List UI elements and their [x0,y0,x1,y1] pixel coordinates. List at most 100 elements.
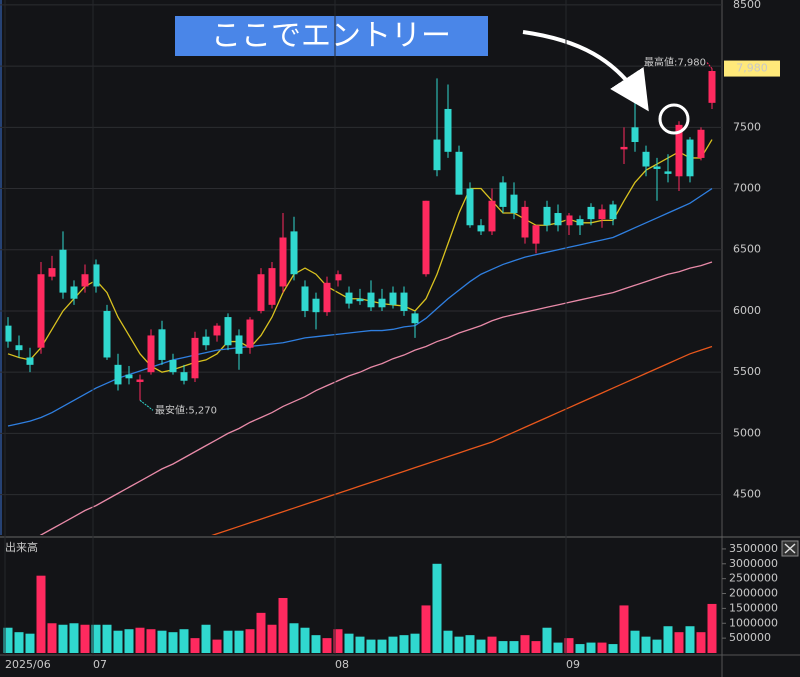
candle-body [488,200,496,232]
callout-box [175,16,488,56]
candle-body [345,292,353,304]
candle-body [378,298,386,308]
close-button[interactable] [781,540,799,557]
candle-body [477,225,485,232]
volume-bar [443,630,453,653]
candle-body [609,204,617,220]
candle-body [290,231,298,275]
volume-bar [311,635,321,653]
volume-bar [69,623,79,653]
volume-bar [454,636,464,653]
volume-bar [652,639,662,653]
candle-body [642,151,650,167]
volume-bar [168,632,178,653]
volume-bar [47,623,57,653]
volume-bar [245,629,255,653]
volume-bar [674,632,684,653]
volume-bar [322,638,332,653]
volume-bar [355,636,365,653]
candle-body [147,335,155,373]
volume-bar [663,626,673,653]
volume-bar [553,642,563,653]
x-tick-label: 07 [93,658,107,671]
volume-bar [597,642,607,653]
candle-body [565,215,573,226]
y-tick-label: 7500 [733,120,761,133]
candle-body [389,292,397,305]
moving-average [7,187,713,427]
volume-bar [498,641,508,653]
volume-bar [124,629,134,653]
volume-bar [685,626,695,653]
candle-body [279,237,287,287]
candle-body [686,139,694,177]
volume-bar [509,641,519,653]
volume-bar [179,629,189,653]
candle-body [4,325,12,342]
volume-panel [3,563,717,653]
volume-title: 出来高 [5,540,38,554]
volume-bar [14,632,24,653]
y-tick-label: 1500000 [729,601,778,614]
volume-bar [641,636,651,653]
price-panel [0,4,722,535]
price-tag [724,60,780,77]
volume-bar [190,638,200,653]
candle-body [70,286,78,299]
candle-body [158,329,166,360]
volume-bar [707,603,717,653]
candle-body [444,108,452,152]
candle-body [224,317,232,346]
moving-average [39,261,713,535]
candle-body [202,336,210,346]
candle-body [598,209,606,220]
y-tick-label: 1000000 [729,616,778,629]
y-tick-label: 6500 [733,243,761,256]
volume-bar [410,633,420,653]
candle-body [400,292,408,311]
candle-body [114,364,122,385]
y-tick-label: 7000 [733,182,761,195]
x-tick-label: 09 [566,658,580,671]
volume-bar [146,629,156,653]
candle-body [455,151,463,195]
candle-body [620,146,628,150]
volume-bar [333,629,343,653]
y-tick-label: 8500 [733,0,761,11]
volume-bar [267,624,277,653]
volume-bar [575,644,585,653]
candle-body [356,298,364,302]
volume-bar [300,627,310,653]
volume-bar [465,635,475,653]
callout-text: ここでエントリー [211,19,451,54]
volume-bar [487,636,497,653]
candle-body [543,206,551,226]
candle-body [323,282,331,313]
volume-bar [619,605,629,653]
low-label: 最安値:5,270 [155,403,217,416]
candle-body [631,127,639,143]
candle-body [136,379,144,382]
candle-body [15,345,23,351]
candle-body [411,313,419,324]
volume-bar [432,563,442,653]
candle-body [81,274,89,287]
candle-body [246,319,254,348]
candle-body [532,225,540,244]
candle-body [587,206,595,220]
volume-bar [157,630,167,653]
volume-bar [388,636,398,653]
x-tick-label: 2025/06 [5,658,51,671]
volume-bar [91,624,101,653]
candle-body [664,171,672,174]
candle-body [268,268,276,305]
volume-bar [421,605,431,653]
high-leader [706,62,713,69]
volume-bar [36,575,46,653]
moving-average [211,345,713,535]
volume-bar [212,639,222,653]
volume-bar [344,633,354,653]
volume-bar [366,639,376,653]
candle-body [422,200,430,275]
